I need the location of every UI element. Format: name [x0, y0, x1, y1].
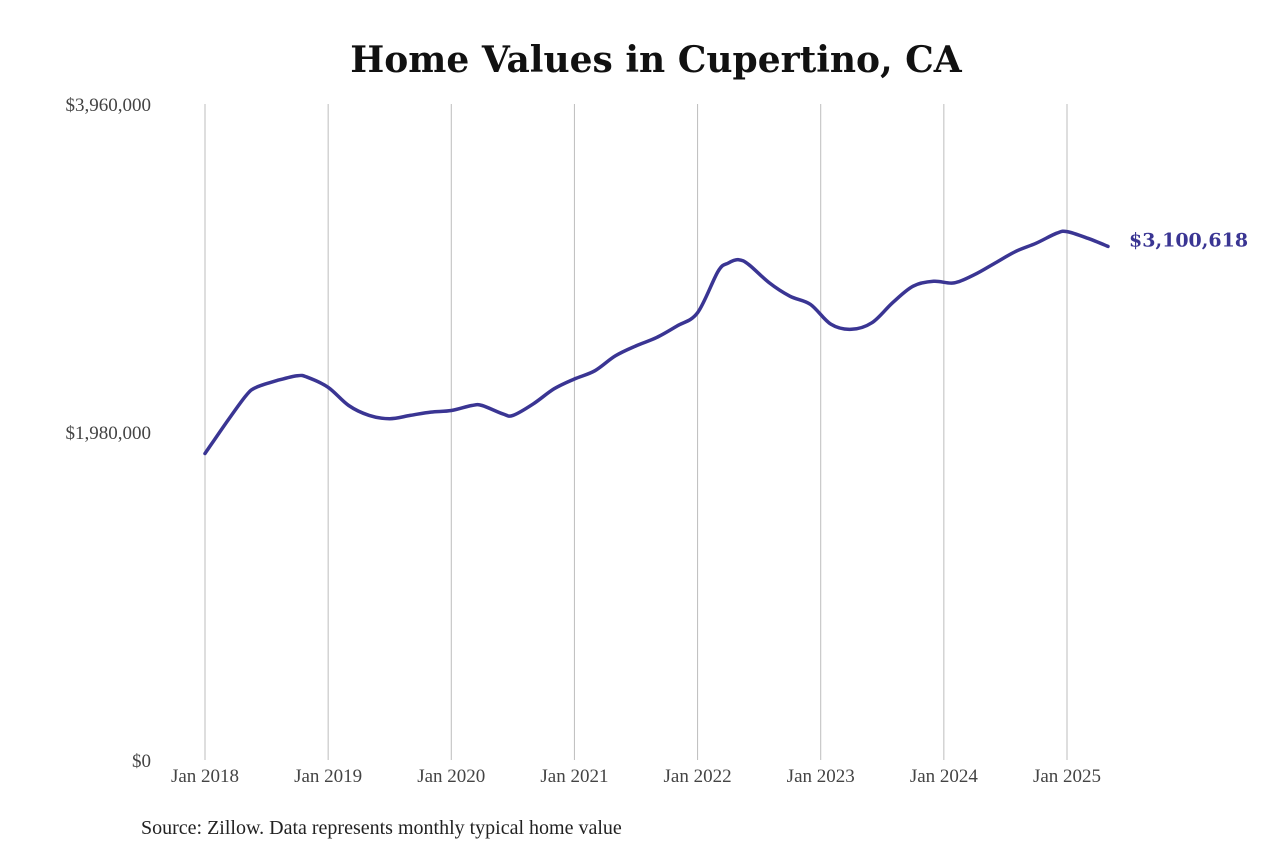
- x-tick-label: Jan 2019: [294, 766, 362, 787]
- x-tick-label: Jan 2020: [417, 766, 485, 787]
- y-tick-label: $0: [132, 751, 151, 772]
- y-tick-label: $3,960,000: [66, 95, 152, 116]
- y-tick-label: $1,980,000: [66, 423, 152, 444]
- x-axis-tick-labels: Jan 2018 Jan 2019 Jan 2020 Jan 2021 Jan 2022…: [171, 766, 1101, 787]
- x-tick-label: Jan 2024: [910, 766, 979, 787]
- latest-value-label: $3,100,618: [1129, 229, 1248, 251]
- x-tick-label: Jan 2022: [664, 766, 732, 787]
- chart-title: Home Values in Cupertino, CA: [350, 39, 963, 81]
- x-tick-label: Jan 2021: [540, 766, 608, 787]
- y-axis-tick-labels: $3,960,000 $1,980,000 $0: [66, 95, 152, 772]
- source-note: Source: Zillow. Data represents monthly …: [141, 817, 622, 839]
- vertical-gridlines: [204, 104, 1068, 760]
- x-tick-label: Jan 2018: [171, 766, 239, 787]
- x-tick-label: Jan 2023: [787, 766, 855, 787]
- home-value-series-line: [203, 229, 1110, 456]
- x-tick-label: Jan 2025: [1033, 766, 1101, 787]
